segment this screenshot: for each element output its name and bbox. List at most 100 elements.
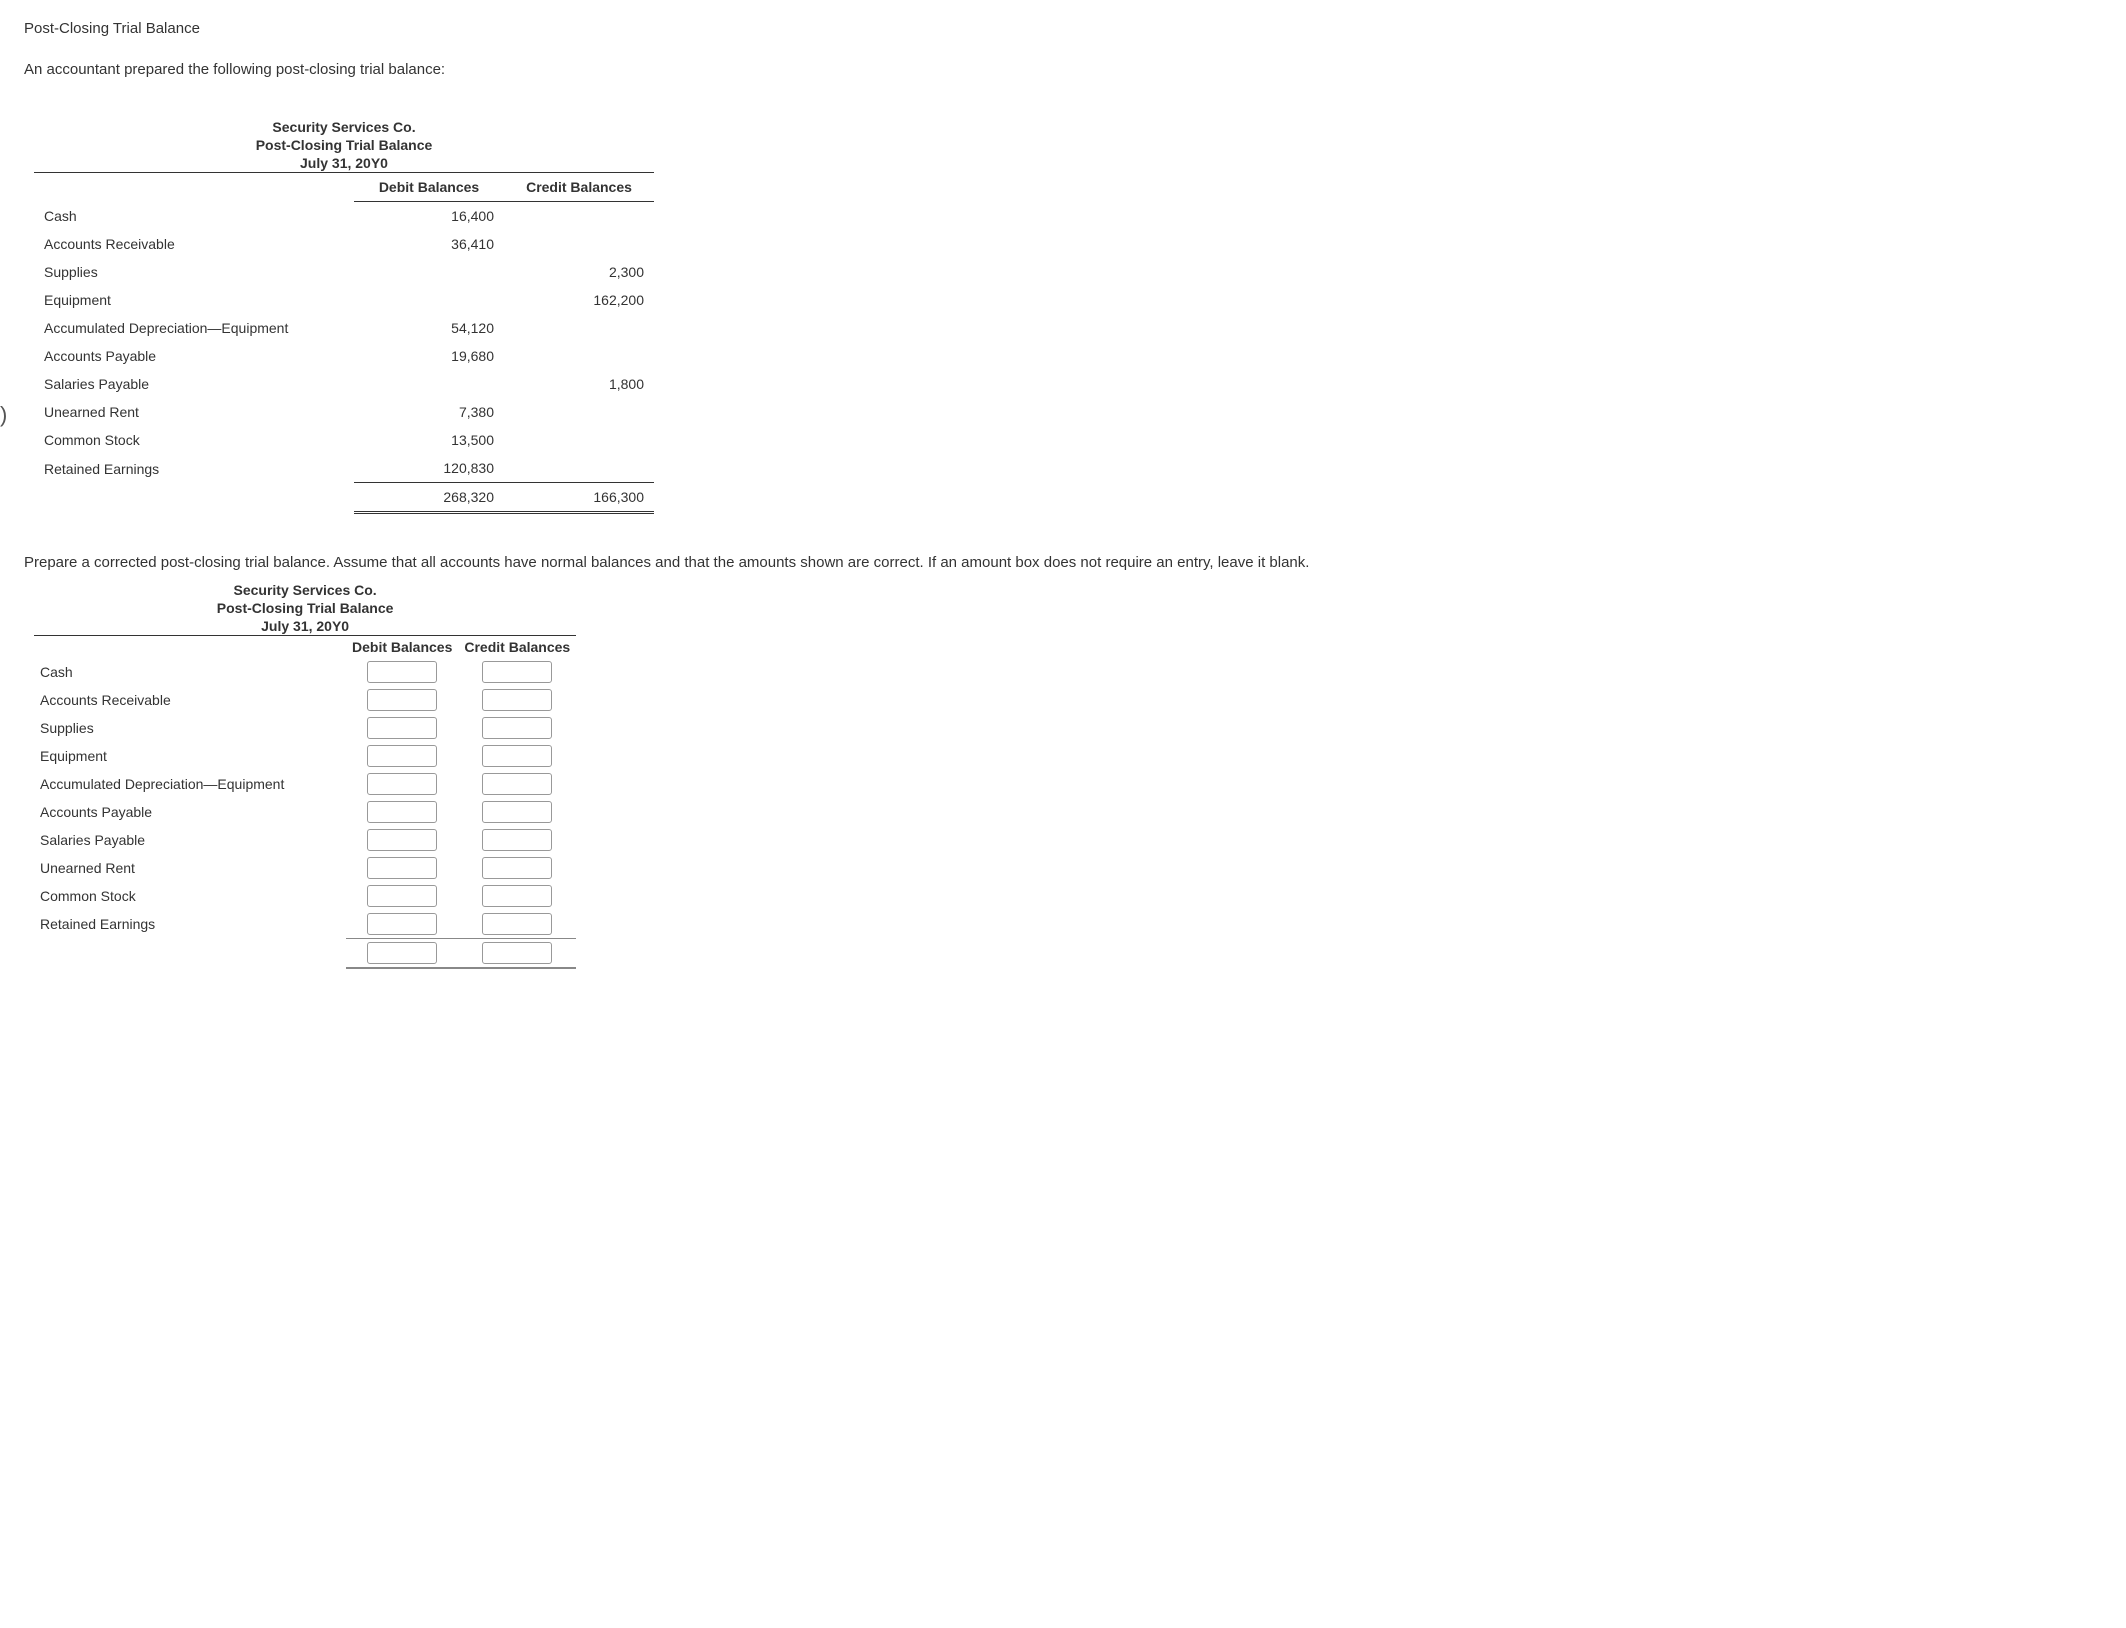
page-title: Post-Closing Trial Balance [24,20,2102,37]
given-debit [354,370,504,398]
answer-total-credit-input[interactable] [482,942,552,964]
answer-total-label [34,939,346,969]
given-row: Unearned Rent7,380 [34,398,654,426]
answer-row: Supplies [34,714,576,742]
given-debit [354,286,504,314]
answer-credit-cell [458,854,576,882]
answer-credit-cell [458,742,576,770]
given-debit: 16,400 [354,202,504,231]
answer-row: Cash [34,658,576,686]
given-credit [504,314,654,342]
answer-debit-input[interactable] [367,689,437,711]
answer-account: Common Stock [34,882,346,910]
given-credit [504,398,654,426]
given-account: Common Stock [34,426,354,454]
answer-credit-cell [458,770,576,798]
given-debit: 54,120 [354,314,504,342]
given-credit: 162,200 [504,286,654,314]
answer-row: Unearned Rent [34,854,576,882]
given-debit: 13,500 [354,426,504,454]
answer-credit-input[interactable] [482,913,552,935]
given-total-debit: 268,320 [354,483,504,513]
given-row: Cash16,400 [34,202,654,231]
answer-credit-input[interactable] [482,885,552,907]
given-debit: 7,380 [354,398,504,426]
edge-paren-decoration: ) [0,402,7,428]
answer-statement-name: Post-Closing Trial Balance [34,599,576,617]
answer-account: Cash [34,658,346,686]
answer-debit-cell [346,714,458,742]
answer-debit-cell [346,686,458,714]
instruction-text: Prepare a corrected post-closing trial b… [24,554,2102,571]
given-account: Retained Earnings [34,454,354,483]
answer-col-blank [34,636,346,659]
given-total-label [34,483,354,513]
given-credit [504,342,654,370]
answer-account: Unearned Rent [34,854,346,882]
answer-credit-input[interactable] [482,773,552,795]
answer-total-debit-input[interactable] [367,942,437,964]
answer-credit-input[interactable] [482,661,552,683]
answer-credit-input[interactable] [482,689,552,711]
answer-row: Accounts Receivable [34,686,576,714]
answer-debit-input[interactable] [367,773,437,795]
answer-debit-cell [346,854,458,882]
given-account: Equipment [34,286,354,314]
answer-credit-cell [458,658,576,686]
answer-debit-input[interactable] [367,661,437,683]
given-trial-balance: Security Services Co. Post-Closing Trial… [34,118,2102,514]
given-row: Accumulated Depreciation—Equipment54,120 [34,314,654,342]
answer-debit-input[interactable] [367,885,437,907]
given-account: Accounts Receivable [34,230,354,258]
answer-credit-cell [458,798,576,826]
given-col-credit: Credit Balances [504,173,654,202]
given-statement-date: July 31, 20Y0 [34,154,654,173]
answer-credit-input[interactable] [482,857,552,879]
answer-credit-cell [458,882,576,910]
answer-debit-input[interactable] [367,913,437,935]
answer-credit-input[interactable] [482,801,552,823]
answer-debit-cell [346,742,458,770]
answer-debit-cell [346,798,458,826]
answer-credit-input[interactable] [482,745,552,767]
given-account: Supplies [34,258,354,286]
answer-debit-input[interactable] [367,801,437,823]
given-credit [504,454,654,483]
given-total-credit: 166,300 [504,483,654,513]
answer-credit-input[interactable] [482,829,552,851]
given-col-blank [34,173,354,202]
answer-row: Accumulated Depreciation—Equipment [34,770,576,798]
answer-total-credit-cell [458,939,576,969]
answer-debit-input[interactable] [367,717,437,739]
given-row: Accounts Payable19,680 [34,342,654,370]
answer-credit-cell [458,714,576,742]
given-account: Salaries Payable [34,370,354,398]
answer-statement-date: July 31, 20Y0 [34,617,576,636]
page-root: Post-Closing Trial Balance An accountant… [0,0,2126,995]
answer-row: Retained Earnings [34,910,576,939]
answer-row: Common Stock [34,882,576,910]
answer-account: Accounts Receivable [34,686,346,714]
given-credit [504,202,654,231]
answer-debit-input[interactable] [367,829,437,851]
answer-col-debit: Debit Balances [346,636,458,659]
answer-debit-cell [346,882,458,910]
answer-account: Accounts Payable [34,798,346,826]
answer-debit-input[interactable] [367,857,437,879]
answer-account: Salaries Payable [34,826,346,854]
answer-credit-cell [458,910,576,939]
answer-trial-balance-table: Security Services Co. Post-Closing Trial… [34,581,576,975]
answer-col-credit: Credit Balances [458,636,576,659]
answer-credit-input[interactable] [482,717,552,739]
given-row: Salaries Payable 1,800 [34,370,654,398]
answer-credit-cell [458,686,576,714]
given-account: Unearned Rent [34,398,354,426]
given-credit [504,426,654,454]
given-credit: 1,800 [504,370,654,398]
given-row: Supplies2,300 [34,258,654,286]
answer-credit-cell [458,826,576,854]
answer-company-name: Security Services Co. [34,581,576,599]
answer-debit-cell [346,826,458,854]
answer-debit-input[interactable] [367,745,437,767]
given-row: Retained Earnings120,830 [34,454,654,483]
